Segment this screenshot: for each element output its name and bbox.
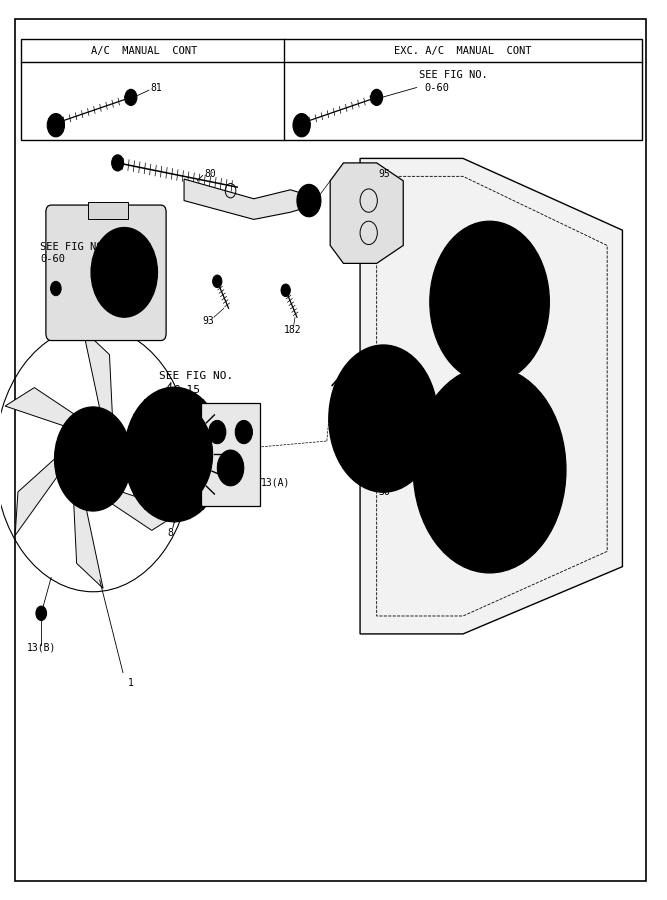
Circle shape (213, 275, 222, 288)
Circle shape (111, 155, 123, 171)
Text: 0-15: 0-15 (173, 385, 199, 395)
Bar (201, 403, 259, 506)
Text: A: A (53, 121, 58, 130)
Circle shape (342, 362, 425, 475)
Text: A: A (299, 121, 304, 130)
Text: 1: 1 (128, 679, 134, 688)
Bar (88, 202, 127, 219)
Circle shape (99, 238, 149, 306)
Circle shape (91, 228, 157, 317)
Polygon shape (15, 451, 64, 536)
Circle shape (293, 113, 310, 137)
Circle shape (350, 373, 417, 464)
Text: SEE FIG NO.: SEE FIG NO. (159, 372, 233, 382)
Circle shape (329, 345, 438, 492)
Text: 95: 95 (378, 168, 390, 179)
FancyBboxPatch shape (46, 205, 166, 340)
Polygon shape (5, 388, 84, 429)
Circle shape (51, 282, 61, 296)
Text: 13(B): 13(B) (27, 643, 56, 652)
Text: EXC. A/C  MANUAL  CONT: EXC. A/C MANUAL CONT (394, 46, 532, 56)
Text: 93: 93 (203, 316, 215, 326)
Circle shape (357, 382, 410, 454)
Circle shape (217, 450, 244, 486)
Text: 182: 182 (283, 325, 301, 335)
Polygon shape (184, 179, 305, 220)
Circle shape (65, 421, 121, 497)
Circle shape (125, 89, 137, 105)
Circle shape (47, 113, 65, 137)
Circle shape (36, 606, 47, 620)
Text: SEE FIG NO.: SEE FIG NO. (419, 70, 488, 80)
Text: 80: 80 (204, 168, 215, 179)
Circle shape (373, 404, 394, 433)
Text: 10: 10 (125, 434, 137, 445)
Text: 0-60: 0-60 (424, 83, 449, 93)
Bar (21, 39, 642, 140)
Circle shape (124, 387, 224, 522)
Text: 8: 8 (168, 527, 173, 537)
Circle shape (414, 366, 566, 573)
Circle shape (117, 264, 131, 282)
Polygon shape (360, 158, 622, 634)
Polygon shape (122, 382, 171, 467)
Circle shape (149, 420, 199, 489)
Circle shape (87, 450, 99, 468)
Text: 96: 96 (78, 232, 89, 242)
Text: 81: 81 (151, 84, 163, 94)
Text: SEE FIG NO.: SEE FIG NO. (40, 242, 109, 252)
Polygon shape (102, 489, 181, 530)
Circle shape (334, 351, 433, 486)
Circle shape (430, 221, 550, 382)
Circle shape (167, 446, 181, 464)
Text: A/C  MANUAL  CONT: A/C MANUAL CONT (91, 46, 197, 56)
Text: 0-60: 0-60 (40, 254, 65, 264)
Circle shape (297, 184, 321, 217)
Circle shape (281, 284, 290, 297)
Polygon shape (330, 163, 404, 264)
Circle shape (365, 393, 402, 444)
Text: A: A (306, 196, 311, 205)
Polygon shape (83, 329, 113, 429)
Text: 24: 24 (167, 445, 179, 455)
Circle shape (193, 461, 201, 472)
Circle shape (225, 461, 236, 475)
Circle shape (55, 407, 131, 511)
Text: 38: 38 (173, 408, 185, 418)
Circle shape (371, 89, 383, 105)
Text: 13(A): 13(A) (260, 477, 289, 487)
Circle shape (235, 420, 253, 444)
Circle shape (209, 420, 226, 444)
Polygon shape (73, 489, 103, 589)
Text: 36: 36 (379, 487, 390, 497)
Circle shape (135, 402, 213, 507)
